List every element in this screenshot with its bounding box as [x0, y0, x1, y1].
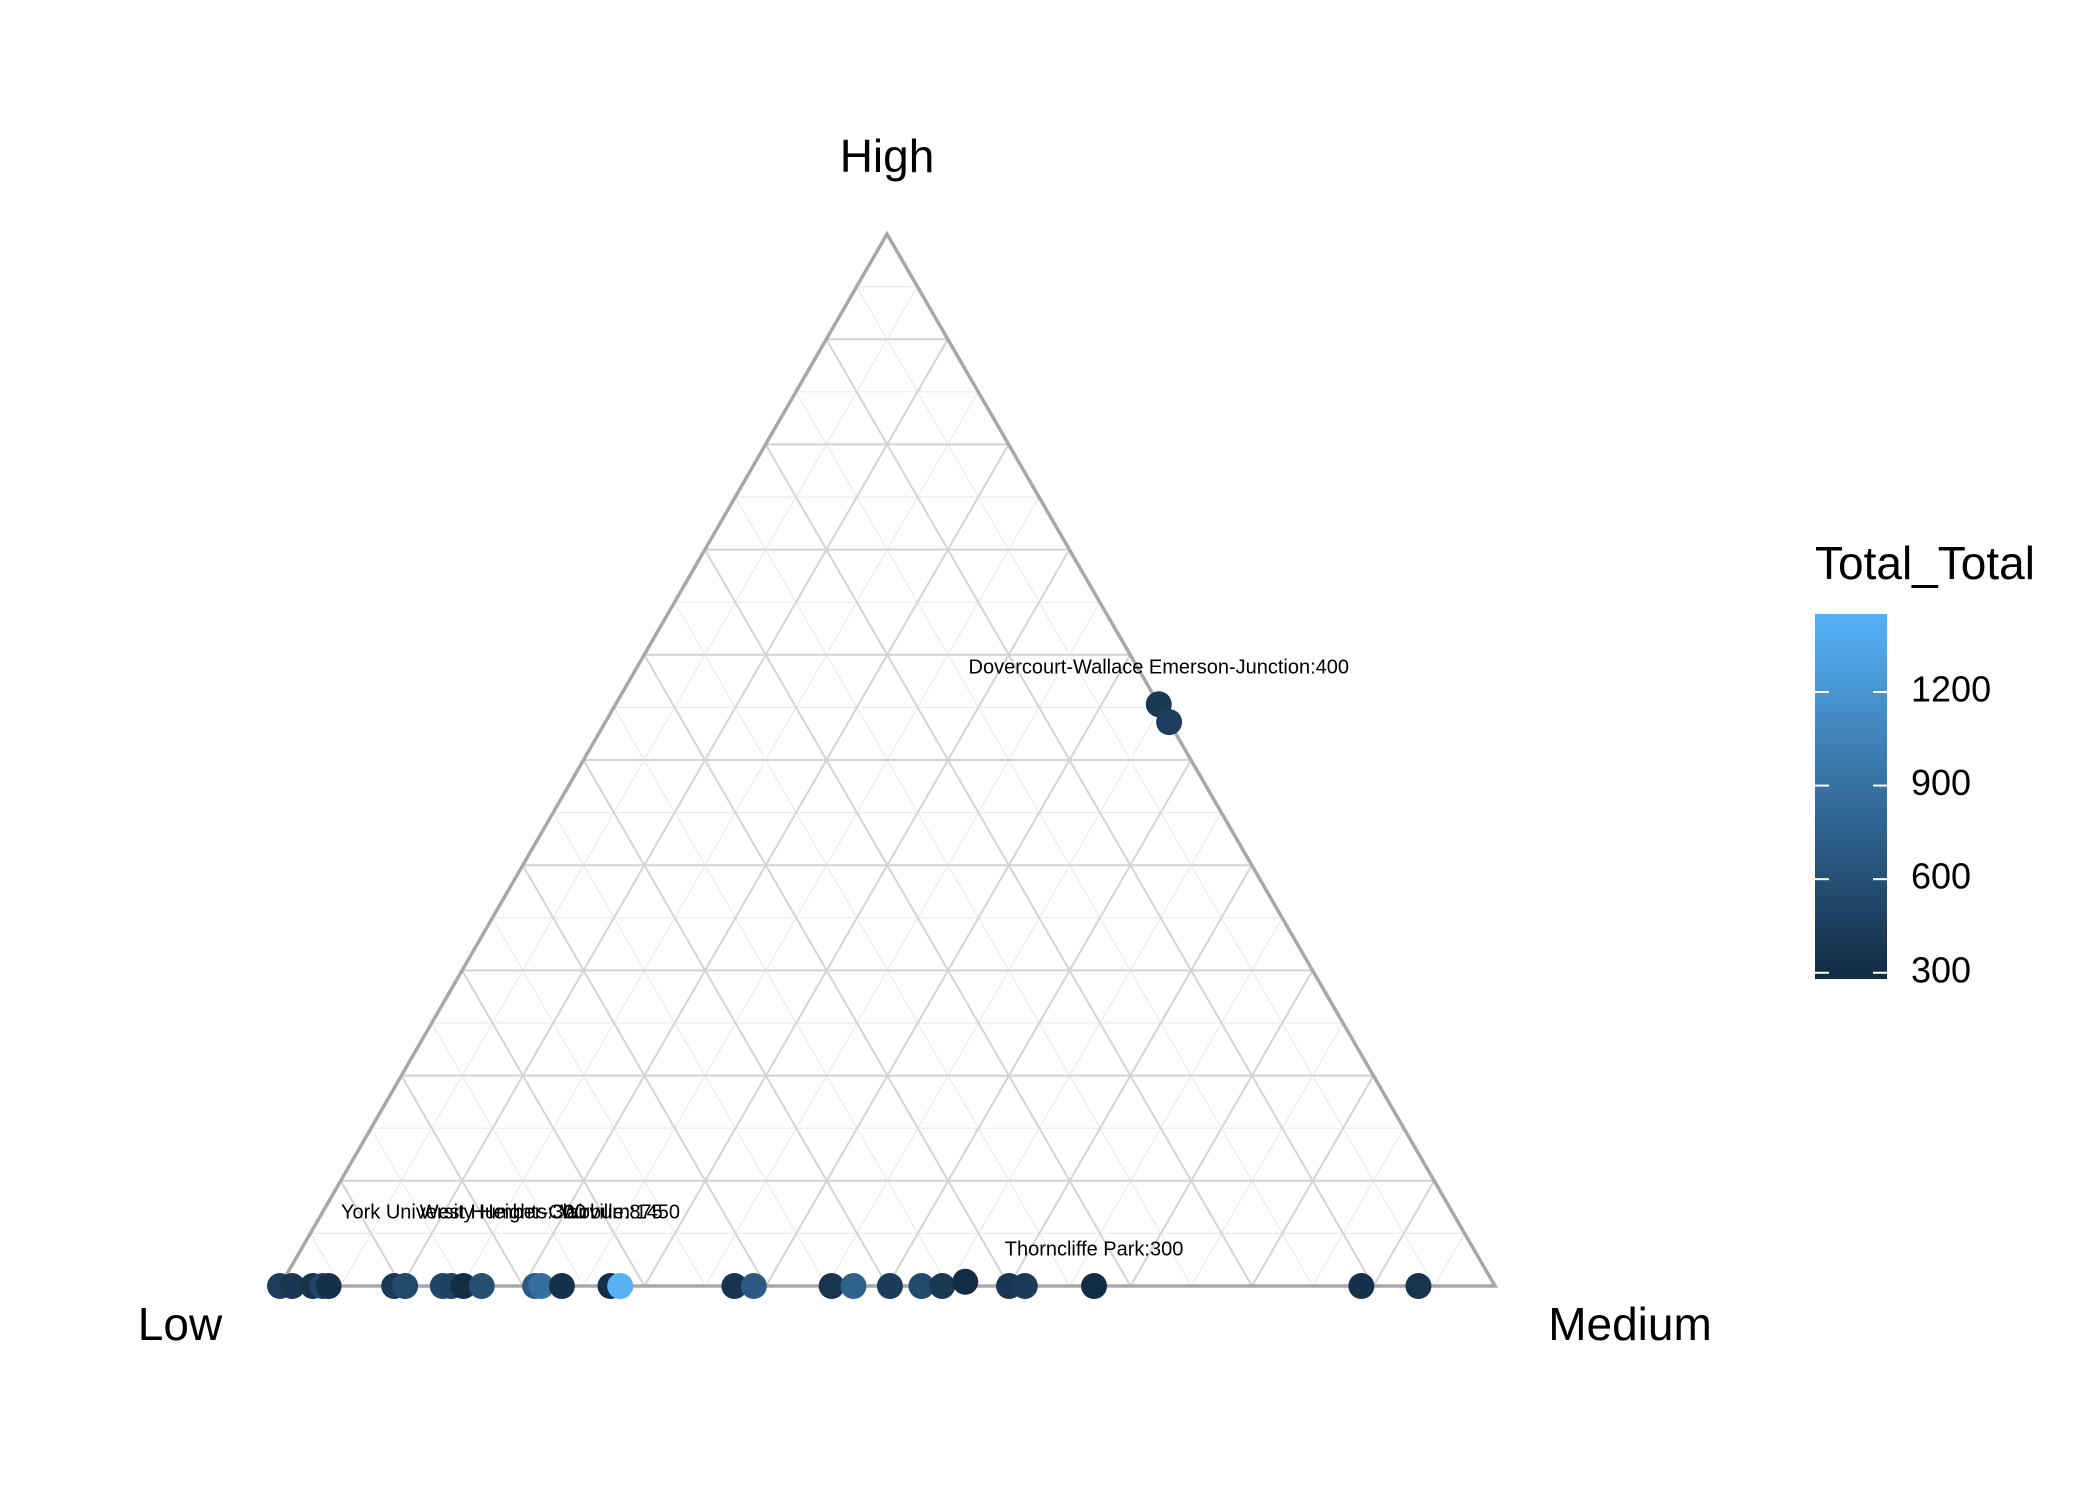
grid-line — [461, 969, 646, 1287]
grid-line — [1069, 917, 1283, 1287]
point — [721, 1273, 748, 1299]
grid-line — [431, 1022, 585, 1287]
grid-line — [583, 496, 1040, 1287]
grid-line — [1433, 1233, 1466, 1287]
colorbar-label: 300 — [1911, 949, 1971, 990]
point — [1081, 1273, 1108, 1299]
point-label: Woburn:1450 — [560, 1201, 680, 1223]
point — [740, 1273, 767, 1299]
grid-line — [704, 549, 1132, 1287]
grid-line — [947, 812, 1222, 1287]
grid-line — [825, 338, 1375, 1287]
grid-line — [795, 391, 1314, 1287]
grid-line — [1190, 1022, 1344, 1287]
point — [279, 1273, 306, 1299]
grid-line — [643, 549, 1071, 1287]
grid-line — [552, 812, 828, 1287]
grid-line — [826, 707, 1162, 1287]
grid-line — [491, 917, 706, 1287]
grid-line — [400, 338, 949, 1287]
grid-line — [1251, 1075, 1375, 1287]
point — [952, 1268, 979, 1295]
grid-line — [856, 286, 1435, 1287]
point-label: Dovercourt-Wallace Emerson-Junction:400 — [969, 657, 1350, 679]
grid-line — [674, 601, 1071, 1287]
grid-line — [582, 759, 889, 1287]
grid-line — [1008, 864, 1253, 1287]
point — [1156, 709, 1183, 736]
point — [1405, 1273, 1432, 1299]
point — [315, 1273, 342, 1299]
grid-line — [1312, 1127, 1405, 1287]
legend-title: Total_Total — [1815, 537, 2035, 589]
grid-line — [1129, 969, 1314, 1287]
point — [548, 1273, 575, 1299]
grid-line — [339, 1180, 403, 1287]
point — [840, 1273, 867, 1299]
grid-line — [886, 759, 1192, 1287]
grid-line — [704, 601, 1101, 1287]
point — [818, 1273, 845, 1299]
colorbar-label: 1200 — [1911, 669, 1991, 710]
point — [528, 1273, 555, 1299]
grid — [276, 230, 1499, 1288]
grid-line — [340, 286, 918, 1287]
top-axis-label: High — [840, 130, 935, 182]
point — [876, 1273, 903, 1299]
grid-line — [461, 391, 979, 1287]
point — [1011, 1273, 1038, 1299]
colorbar-label: 600 — [1911, 856, 1971, 897]
grid-line — [400, 1075, 524, 1287]
grid-line — [521, 864, 767, 1287]
grid-line — [734, 496, 1192, 1287]
point-label: West Humber-Clairville:875 — [420, 1201, 663, 1223]
colorbar-label: 900 — [1911, 762, 1971, 803]
point — [1348, 1273, 1375, 1299]
point — [468, 1273, 495, 1299]
left-axis-label: Low — [138, 1298, 223, 1350]
grid-line — [613, 707, 949, 1287]
point — [607, 1273, 634, 1299]
point — [450, 1273, 477, 1299]
point-label: York University Heights:300 — [341, 1201, 586, 1223]
grid-line — [370, 1127, 463, 1287]
point — [908, 1273, 935, 1299]
point — [929, 1273, 956, 1299]
colorbar — [1815, 614, 1887, 979]
point-label: Thorncliffe Park:300 — [1005, 1238, 1184, 1260]
point — [392, 1273, 419, 1299]
right-axis-label: Medium — [1548, 1298, 1712, 1350]
grid-line — [1372, 1180, 1436, 1287]
